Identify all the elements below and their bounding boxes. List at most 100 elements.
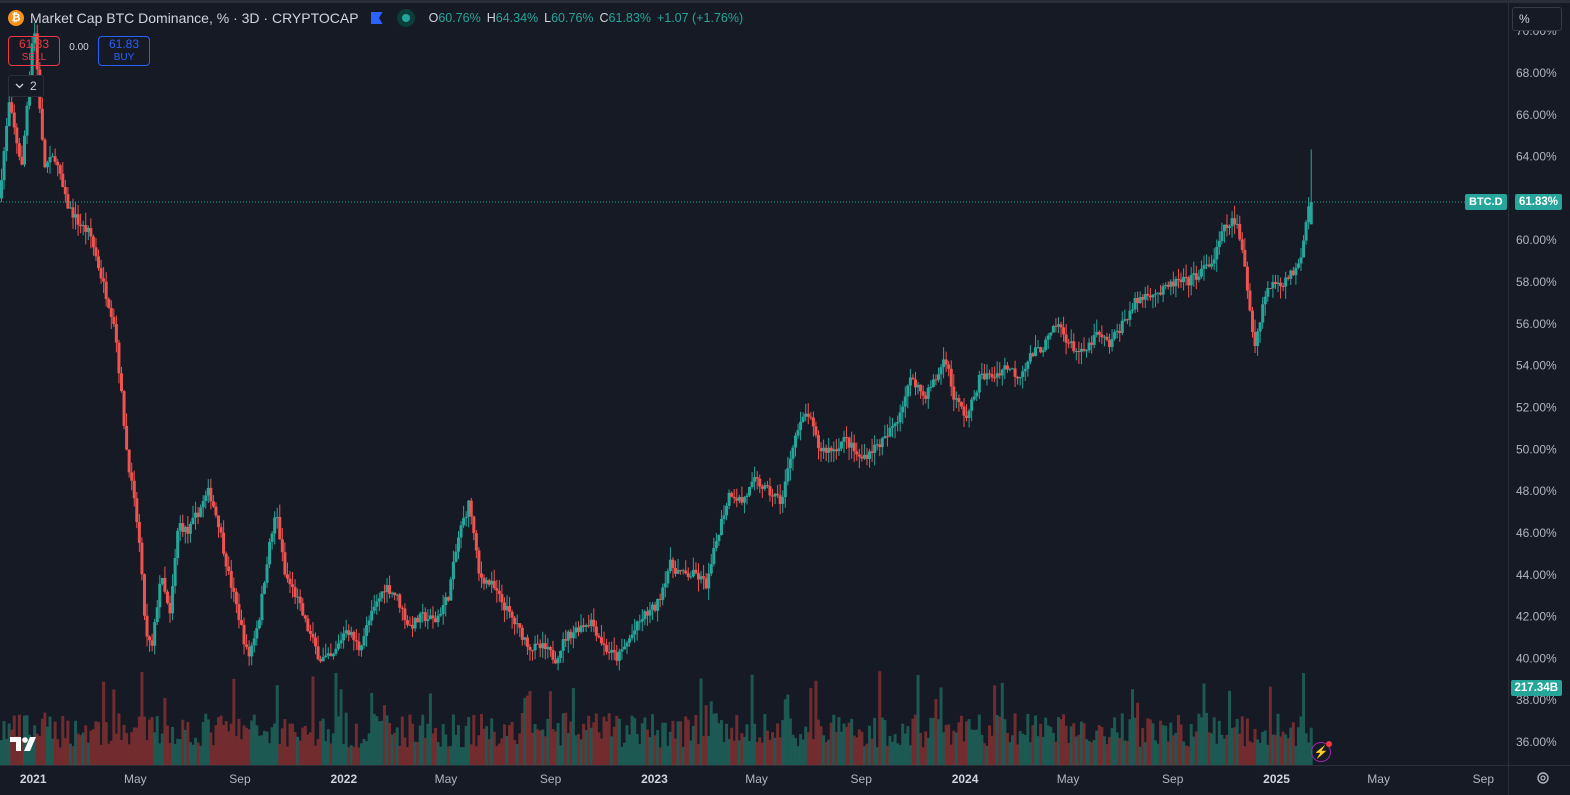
candle-body <box>411 625 415 629</box>
candle-body <box>783 481 787 498</box>
x-tick-label: Sep <box>1162 772 1184 786</box>
candle-body <box>786 468 790 482</box>
volume-bar <box>176 738 180 765</box>
volume-bar <box>873 717 877 765</box>
buy-button[interactable]: 61.83 BUY <box>98 36 150 66</box>
candle-body <box>691 569 695 577</box>
candle-body <box>959 402 963 407</box>
candle-body <box>1067 342 1071 344</box>
candle-body <box>576 627 580 632</box>
volume-bar <box>816 719 820 765</box>
volume-bar <box>119 740 123 765</box>
candle-body <box>763 485 767 489</box>
candle-body <box>801 416 805 422</box>
candle-body <box>324 655 328 658</box>
volume-bar <box>347 747 351 765</box>
volume-bar <box>551 729 555 765</box>
candle-body <box>497 590 501 594</box>
volume-bar <box>130 732 134 765</box>
volume-bar <box>1286 738 1290 765</box>
candle-body <box>74 214 78 218</box>
candle-body <box>809 416 813 418</box>
gear-icon[interactable] <box>1536 771 1550 785</box>
symbol-title[interactable]: Market Cap BTC Dominance, % · 3D · CRYPT… <box>30 10 359 26</box>
volume-bar <box>668 731 672 765</box>
volume-bar <box>1039 723 1043 765</box>
volume-bar <box>819 726 823 765</box>
tradingview-logo-icon[interactable] <box>10 736 42 752</box>
candle-body <box>523 637 527 640</box>
volume-bar <box>148 719 152 765</box>
candle-body <box>684 570 688 574</box>
volume-bar <box>441 724 445 765</box>
volume-label: 217.34B <box>1510 679 1562 696</box>
candle-body <box>1266 288 1270 297</box>
candle-body <box>587 625 591 627</box>
volume-bar <box>977 714 981 765</box>
candle-body <box>40 108 44 140</box>
volume-bar <box>1008 742 1012 765</box>
volume-bar <box>602 716 606 765</box>
y-tick-label: 38.00% <box>1516 693 1557 707</box>
volume-bar <box>1291 722 1295 765</box>
candle-body <box>183 526 187 532</box>
volume-bar <box>492 731 496 765</box>
candle-body <box>1097 331 1101 335</box>
lightning-icon[interactable]: ⚡ <box>1311 741 1332 762</box>
volume-bar <box>1021 733 1025 765</box>
volume-bar <box>852 735 856 765</box>
candle-body <box>316 646 320 660</box>
candle-body <box>303 615 307 619</box>
volume-bar <box>155 716 159 765</box>
market-status-icon[interactable] <box>396 9 415 27</box>
candle-body <box>334 648 338 654</box>
x-tick-label: 2024 <box>952 772 979 786</box>
volume-bar <box>1245 718 1249 765</box>
candle-body <box>194 512 198 518</box>
indicators-toggle-button[interactable]: 2 <box>8 75 44 97</box>
volume-bar <box>311 676 315 765</box>
candle-body <box>278 517 282 540</box>
volume-bar <box>234 736 238 765</box>
volume-bar <box>344 712 348 765</box>
flag-icon[interactable] <box>370 12 383 24</box>
candle-body <box>311 633 315 638</box>
candle-body <box>661 587 665 600</box>
volume-bar <box>1059 719 1063 765</box>
volume-bar <box>81 732 85 765</box>
candle-body <box>301 603 305 616</box>
candle-body <box>408 624 412 626</box>
candle-body <box>620 649 624 652</box>
scale-unit-box[interactable]: % <box>1512 7 1562 31</box>
candle-body <box>344 630 348 634</box>
volume-bar <box>418 725 422 765</box>
candle-body <box>510 611 514 618</box>
volume-bar <box>658 747 662 765</box>
candle-body <box>382 591 386 593</box>
volume-bar <box>921 747 925 765</box>
candle-body <box>845 437 849 439</box>
candle-body <box>972 396 976 400</box>
volume-bar <box>252 714 256 765</box>
candle-body <box>982 373 986 380</box>
candle-body <box>33 33 37 44</box>
sell-button[interactable]: 61.83 SELL <box>8 36 60 66</box>
candle-body <box>137 521 141 543</box>
candle-body <box>924 395 928 399</box>
candle-body <box>359 645 363 651</box>
volume-bar <box>916 674 920 765</box>
candle-body <box>594 626 598 636</box>
candle-body <box>1102 336 1106 338</box>
volume-bar <box>901 723 905 765</box>
volume-bar <box>365 741 369 765</box>
volume-bar <box>331 733 335 765</box>
candle-body <box>1256 331 1260 347</box>
candle-body <box>975 392 979 397</box>
candle-body <box>467 500 471 517</box>
volume-bar <box>40 718 44 765</box>
volume-bar <box>1046 725 1050 765</box>
volume-bar <box>370 692 374 765</box>
candle-body <box>571 632 575 639</box>
